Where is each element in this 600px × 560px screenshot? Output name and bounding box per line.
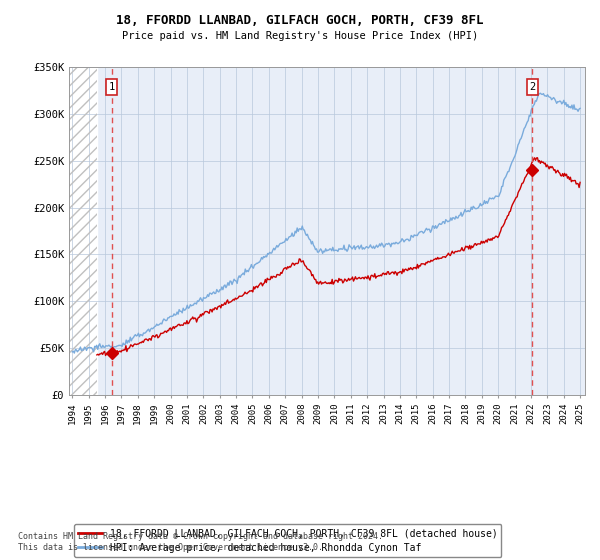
Text: Price paid vs. HM Land Registry's House Price Index (HPI): Price paid vs. HM Land Registry's House … [122,31,478,41]
Text: 2: 2 [529,82,536,92]
Text: Contains HM Land Registry data © Crown copyright and database right 2024.
This d: Contains HM Land Registry data © Crown c… [18,532,383,552]
Legend: 18, FFORDD LLANBAD, GILFACH GOCH, PORTH, CF39 8FL (detached house), HPI: Average: 18, FFORDD LLANBAD, GILFACH GOCH, PORTH,… [74,524,502,557]
Bar [69,67,97,395]
Text: 1: 1 [109,82,115,92]
Text: 18, FFORDD LLANBAD, GILFACH GOCH, PORTH, CF39 8FL: 18, FFORDD LLANBAD, GILFACH GOCH, PORTH,… [116,14,484,27]
Bar [69,67,97,395]
